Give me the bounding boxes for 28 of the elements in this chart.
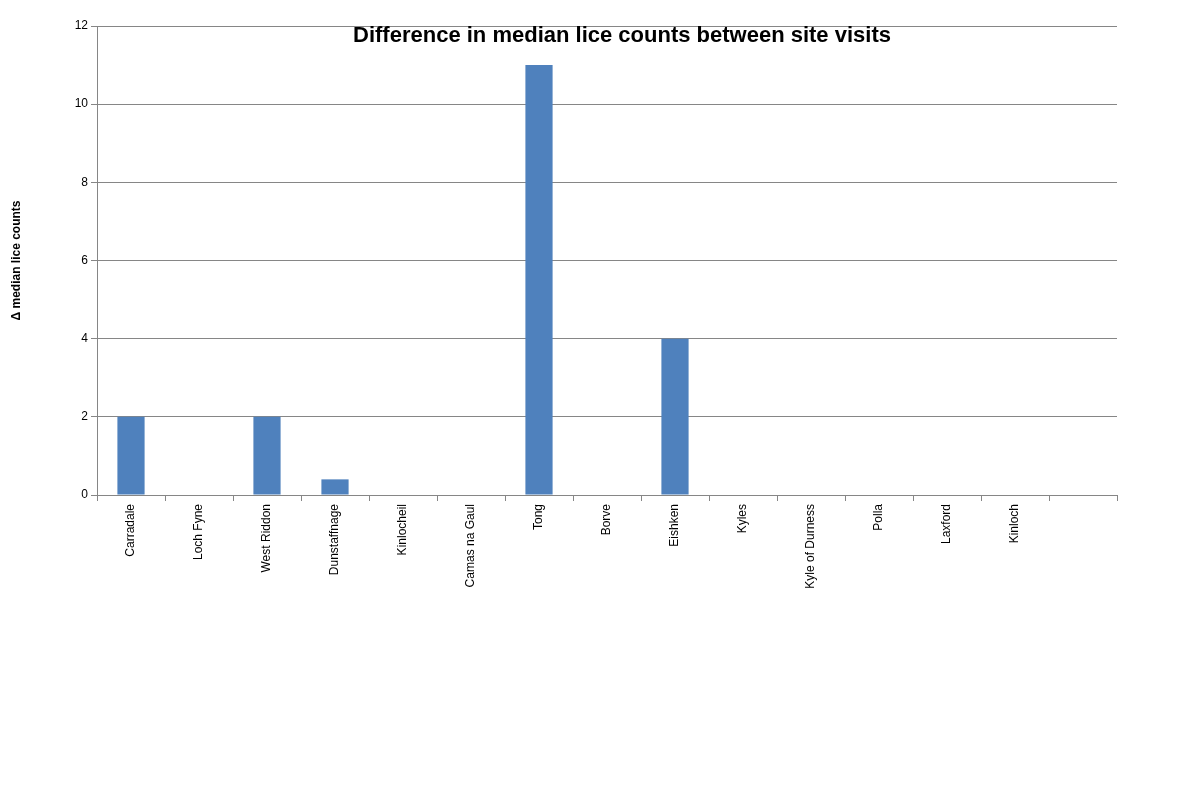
y-tick-label: 10 — [74, 96, 89, 111]
x-tick-label: Laxford — [939, 504, 954, 545]
y-axis-title: Δ median lice counts — [8, 200, 23, 321]
bar — [321, 479, 349, 495]
bar — [525, 65, 553, 495]
x-tick-label: Kyle of Durness — [803, 504, 818, 589]
y-tick-label: 2 — [81, 409, 89, 424]
x-tick-label: Tong — [531, 504, 546, 531]
x-tick-label: Eishken — [667, 504, 682, 547]
bar — [661, 338, 689, 495]
x-tick-label: Kinlocheil — [395, 504, 410, 556]
x-tick-label: Camas na Gaul — [463, 504, 478, 588]
y-tick-label: 0 — [81, 487, 89, 502]
y-tick-label: 4 — [81, 330, 89, 345]
x-tick-label: Kyles — [735, 504, 750, 534]
x-tick-label: Loch Fyne — [191, 503, 206, 561]
x-tick-label: Borve — [599, 503, 614, 536]
bar — [117, 416, 145, 495]
y-tick-label: 12 — [74, 18, 89, 33]
x-tick-label: Kinloch — [1007, 504, 1022, 544]
y-tick-label: 6 — [81, 252, 89, 267]
x-tick-label: West Riddon — [259, 504, 274, 573]
y-tick-label: 8 — [81, 174, 89, 189]
bar — [253, 416, 281, 495]
x-tick-label: Dunstaffnage — [327, 503, 342, 576]
chart-title: Difference in median lice counts between site visits — [353, 22, 891, 48]
x-tick-label: Polla — [871, 503, 886, 531]
x-tick-label: Carradale — [123, 503, 138, 557]
